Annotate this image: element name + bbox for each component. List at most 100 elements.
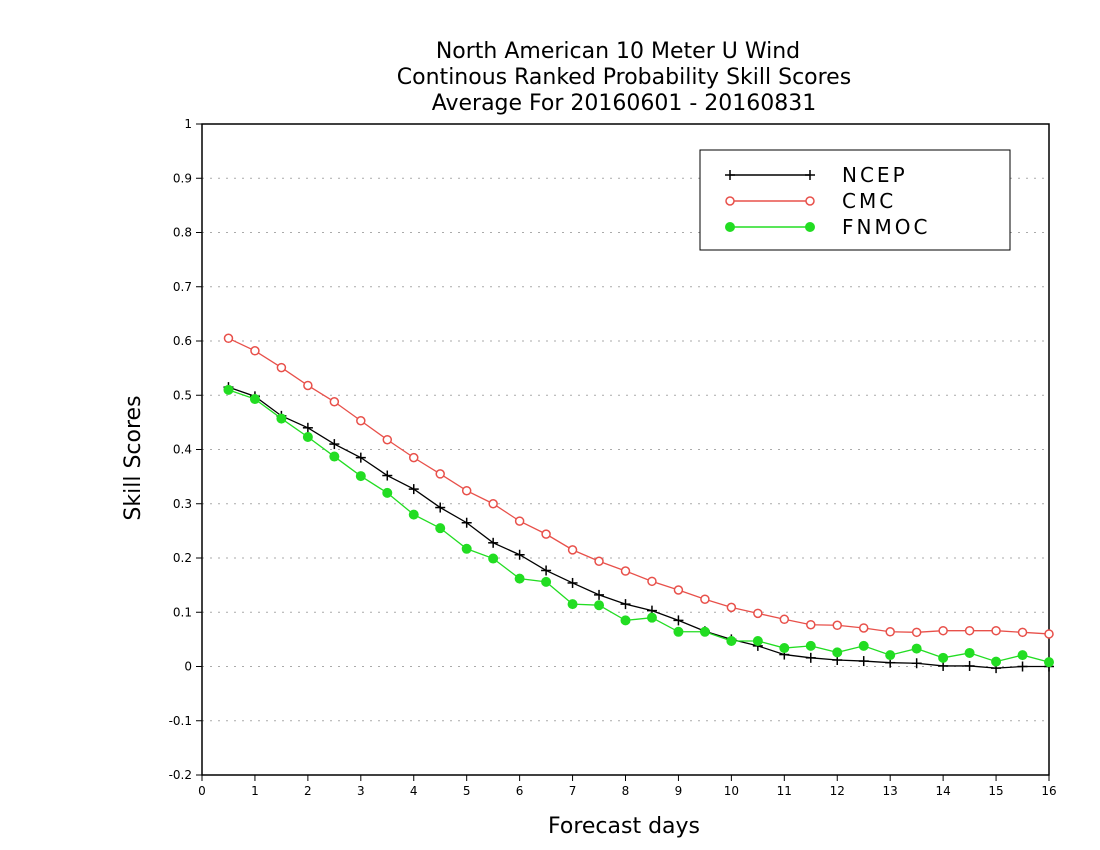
point-fnmoc bbox=[858, 640, 869, 651]
legend-marker-right-fnmoc bbox=[805, 222, 815, 232]
x-tick-label: 2 bbox=[304, 784, 312, 798]
point-fnmoc bbox=[752, 636, 763, 647]
x-tick-label: 13 bbox=[883, 784, 898, 798]
series-fnmoc bbox=[223, 384, 1054, 668]
point-fnmoc bbox=[805, 640, 816, 651]
point-cmc bbox=[726, 602, 737, 613]
point-fnmoc bbox=[435, 523, 446, 534]
point-cmc bbox=[223, 333, 234, 344]
point-cmc bbox=[991, 625, 1001, 636]
y-tick-label: 0.4 bbox=[173, 443, 192, 457]
point-cmc bbox=[964, 625, 975, 636]
series-layer bbox=[223, 333, 1054, 674]
point-cmc bbox=[276, 362, 287, 373]
series-line-cmc bbox=[228, 337, 1050, 635]
point-cmc bbox=[885, 627, 895, 637]
legend-label-fnmoc: FNMOC bbox=[842, 215, 930, 239]
x-tick-label: 12 bbox=[830, 784, 845, 798]
point-ncep bbox=[567, 577, 578, 588]
title-line-2: Continous Ranked Probability Skill Score… bbox=[397, 65, 851, 90]
legend-item-cmc: CMC bbox=[725, 189, 893, 213]
x-axis-title: Forecast days bbox=[548, 814, 700, 839]
x-tick-label: 16 bbox=[1041, 784, 1056, 798]
point-ncep bbox=[594, 589, 605, 600]
point-fnmoc bbox=[329, 451, 340, 462]
legend-marker-left-fnmoc bbox=[725, 222, 735, 232]
legend-box bbox=[699, 149, 1011, 251]
legend-label-ncep: NCEP bbox=[842, 163, 908, 187]
x-tick-label: 5 bbox=[463, 784, 471, 798]
point-fnmoc bbox=[699, 626, 710, 637]
point-cmc bbox=[541, 529, 551, 539]
point-cmc bbox=[382, 434, 393, 445]
point-cmc bbox=[488, 499, 498, 509]
point-cmc bbox=[673, 585, 684, 595]
y-tick-label: 0.6 bbox=[173, 334, 192, 348]
point-fnmoc bbox=[832, 647, 843, 658]
y-tick-label: -0.2 bbox=[169, 768, 192, 782]
y-tick-label: -0.1 bbox=[169, 714, 192, 728]
point-ncep bbox=[673, 615, 684, 626]
x-tick-label: 15 bbox=[988, 784, 1003, 798]
series-line-fnmoc bbox=[228, 389, 1050, 663]
point-fnmoc bbox=[620, 615, 631, 626]
point-cmc bbox=[461, 485, 472, 496]
point-ncep bbox=[541, 565, 552, 576]
point-fnmoc bbox=[276, 413, 287, 424]
point-ncep bbox=[964, 660, 975, 671]
point-fnmoc bbox=[911, 643, 922, 654]
point-cmc bbox=[435, 469, 445, 479]
y-tick-label: 0.5 bbox=[173, 388, 192, 402]
point-ncep bbox=[514, 549, 525, 560]
point-ncep bbox=[435, 502, 446, 513]
point-ncep bbox=[911, 658, 922, 669]
legend-item-ncep: NCEP bbox=[725, 163, 908, 187]
x-tick-label: 3 bbox=[357, 784, 365, 798]
point-cmc bbox=[806, 619, 816, 630]
y-tick-label: 0.8 bbox=[173, 226, 192, 240]
chart-title: North American 10 Meter U Wind Continous… bbox=[397, 39, 851, 116]
point-cmc bbox=[329, 397, 340, 407]
point-cmc bbox=[700, 594, 710, 604]
y-tick-label: 0.3 bbox=[173, 497, 192, 511]
series-ncep bbox=[223, 382, 1054, 674]
point-fnmoc bbox=[541, 576, 552, 587]
x-tick-label: 4 bbox=[410, 784, 418, 798]
legend-marker-left-ncep bbox=[725, 170, 735, 180]
x-tick-label: 8 bbox=[622, 784, 630, 798]
y-tick-label: 0 bbox=[184, 660, 192, 674]
point-fnmoc bbox=[382, 487, 393, 498]
point-cmc bbox=[832, 620, 842, 631]
point-fnmoc bbox=[1044, 657, 1054, 668]
point-cmc bbox=[1017, 627, 1028, 638]
y-tick-label: 0.7 bbox=[173, 280, 192, 294]
point-ncep bbox=[488, 537, 499, 548]
point-fnmoc bbox=[726, 636, 737, 647]
y-axis: -0.2 -0.1 0 0.1 0.2 0.3 0.4 0.5 0.6 0.7 0.8 0.9 1 bbox=[169, 117, 202, 782]
point-fnmoc bbox=[514, 573, 525, 584]
grid-lines bbox=[202, 177, 1049, 722]
point-fnmoc bbox=[488, 553, 499, 564]
point-ncep bbox=[858, 656, 869, 667]
point-cmc bbox=[567, 545, 578, 555]
point-fnmoc bbox=[646, 612, 657, 623]
y-axis-title: Skill Scores bbox=[121, 395, 146, 520]
point-cmc bbox=[514, 516, 525, 526]
x-tick-label: 14 bbox=[935, 784, 950, 798]
point-cmc bbox=[620, 566, 631, 576]
point-ncep bbox=[805, 652, 816, 663]
point-fnmoc bbox=[594, 600, 605, 611]
point-fnmoc bbox=[964, 647, 975, 658]
point-fnmoc bbox=[567, 599, 578, 610]
title-line-3: Average For 20160601 - 20160831 bbox=[432, 91, 817, 116]
point-cmc bbox=[858, 623, 869, 633]
point-cmc bbox=[647, 576, 657, 587]
point-fnmoc bbox=[938, 652, 949, 663]
point-cmc bbox=[938, 625, 948, 636]
point-fnmoc bbox=[223, 384, 234, 395]
point-cmc bbox=[409, 452, 419, 463]
point-fnmoc bbox=[249, 394, 260, 405]
legend-item-fnmoc: FNMOC bbox=[725, 215, 930, 239]
